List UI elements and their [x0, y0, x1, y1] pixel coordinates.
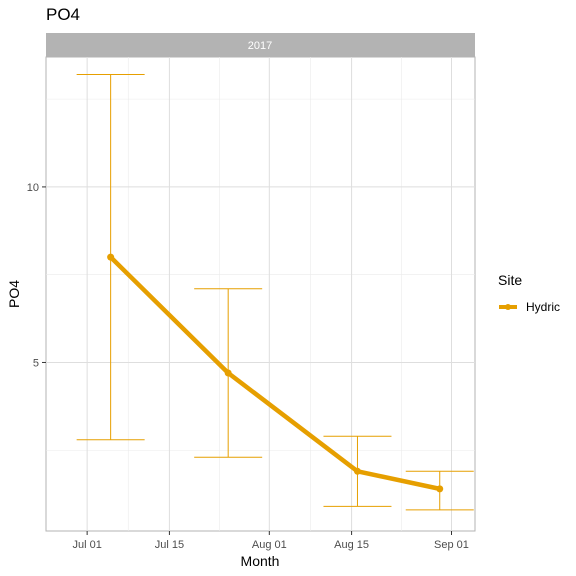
data-point-hydric — [224, 369, 232, 377]
x-tick-label: Sep 01 — [434, 539, 469, 551]
y-axis-title: PO4 — [6, 280, 22, 308]
x-tick-label: Jul 15 — [155, 539, 184, 551]
data-point-hydric — [436, 485, 444, 493]
y-axis-ticks: 5 10 — [27, 182, 46, 369]
legend-title: Site — [498, 272, 522, 288]
x-axis-ticks: Jul 01 Jul 15 Aug 01 Aug 15 Sep 01 — [72, 531, 469, 551]
chart-title: PO4 — [46, 5, 81, 24]
facet-strip-label: 2017 — [248, 40, 272, 52]
legend-label-hydric: Hydric — [526, 300, 560, 314]
y-tick-label: 5 — [33, 357, 39, 369]
y-tick-label: 10 — [27, 182, 39, 194]
legend: Site Hydric — [498, 272, 560, 314]
x-tick-label: Aug 15 — [334, 539, 369, 551]
x-tick-label: Aug 01 — [252, 539, 287, 551]
grid-layer — [46, 57, 475, 531]
data-point-hydric — [353, 467, 361, 475]
series-line-hydric — [109, 255, 441, 492]
data-point-hydric — [107, 253, 115, 261]
facet-strip — [46, 33, 475, 57]
line-layer — [107, 253, 444, 493]
x-axis-title: Month — [241, 553, 280, 569]
x-tick-label: Jul 01 — [72, 539, 101, 551]
plot-panel — [45, 56, 476, 532]
legend-key-dot — [505, 304, 511, 310]
